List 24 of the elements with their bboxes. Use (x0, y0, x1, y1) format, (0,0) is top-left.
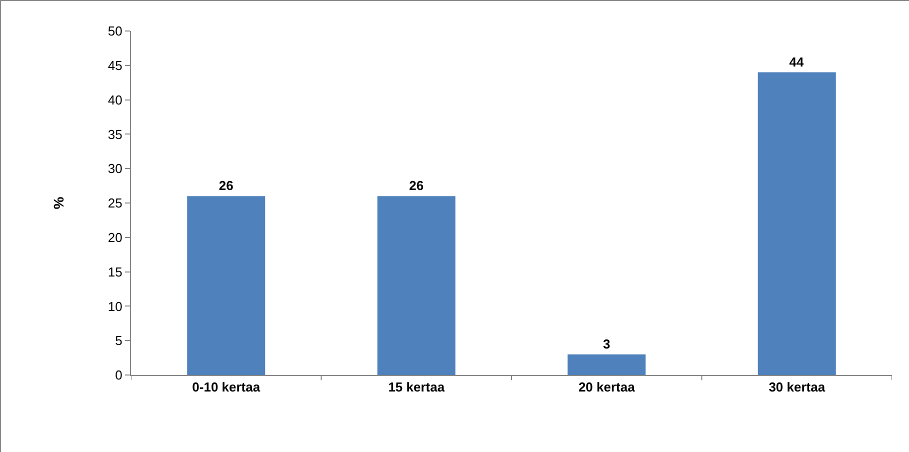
y-tick-label: 5 (115, 333, 122, 348)
y-tick-label: 10 (108, 298, 122, 314)
data-label: 3 (603, 336, 610, 352)
y-tick-label: 25 (108, 196, 122, 211)
bar (187, 196, 266, 375)
y-axis-title: % (50, 196, 67, 210)
data-label: 26 (218, 178, 234, 194)
x-tick-label: 15 kertaa (388, 380, 446, 395)
y-tick-label: 0 (115, 368, 122, 383)
y-tick-label: 15 (108, 264, 122, 280)
y-tick-label: 40 (108, 92, 122, 108)
y-tick-label: 45 (108, 58, 122, 73)
bar (758, 72, 836, 375)
bar (377, 196, 456, 375)
data-label: 26 (409, 178, 424, 194)
y-tick-label: 20 (108, 230, 122, 245)
x-tick-label: 30 kertaa (768, 380, 826, 395)
y-tick-label: 35 (108, 126, 122, 142)
y-tick-label: 50 (108, 24, 122, 39)
x-tick-label: 20 kertaa (578, 380, 636, 395)
y-tick-label: 30 (108, 161, 122, 176)
x-tick-label: 0-10 kertaa (192, 380, 261, 395)
data-label: 44 (789, 54, 804, 70)
bar (568, 354, 646, 375)
